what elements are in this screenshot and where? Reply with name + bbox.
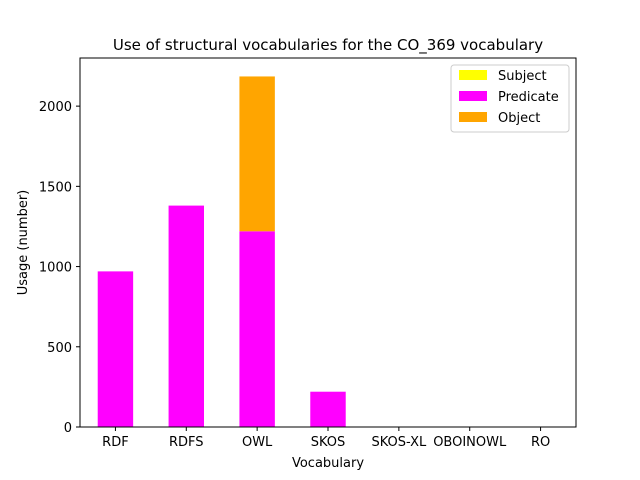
x-tick-label: SKOS bbox=[311, 435, 346, 450]
y-tick-label: 2000 bbox=[39, 100, 72, 115]
bar-predicate-rdf bbox=[97, 271, 134, 427]
x-tick-label: RO bbox=[531, 435, 550, 450]
y-tick-label: 500 bbox=[47, 341, 72, 356]
x-axis-ticks: RDF RDFS OWL SKOS SKOS-XL OBOINOWL RO bbox=[102, 427, 550, 450]
legend-swatch-object bbox=[459, 112, 487, 122]
y-tick-label: 1000 bbox=[39, 261, 72, 276]
x-tick-label: RDF bbox=[102, 435, 129, 450]
bar-predicate-skos bbox=[310, 391, 346, 427]
x-axis-label: Vocabulary bbox=[292, 456, 364, 471]
bar-object-owl bbox=[239, 76, 275, 232]
y-tick-label: 0 bbox=[64, 421, 72, 436]
legend-label-subject: Subject bbox=[498, 69, 547, 84]
x-tick-label: RDFS bbox=[169, 435, 204, 450]
chart-title: Use of structural vocabularies for the C… bbox=[113, 36, 543, 55]
x-tick-label: SKOS-XL bbox=[371, 435, 426, 450]
plot-area-frame bbox=[79, 57, 577, 428]
y-axis-ticks: 0 500 1000 1500 2000 bbox=[39, 100, 80, 436]
legend-label-predicate: Predicate bbox=[498, 90, 559, 105]
legend: Subject Predicate Object bbox=[450, 64, 570, 133]
bars-layer bbox=[97, 76, 346, 427]
x-tick-label: OBOINOWL bbox=[433, 435, 507, 450]
bar-predicate-rdfs bbox=[168, 205, 204, 427]
y-tick-label: 1500 bbox=[39, 180, 72, 195]
legend-swatch-predicate bbox=[459, 91, 487, 101]
legend-swatch-subject bbox=[459, 70, 487, 80]
x-tick-label: OWL bbox=[242, 435, 273, 450]
y-axis-label: Usage (number) bbox=[16, 190, 31, 296]
legend-label-object: Object bbox=[498, 111, 540, 126]
bar-predicate-owl bbox=[239, 231, 275, 427]
